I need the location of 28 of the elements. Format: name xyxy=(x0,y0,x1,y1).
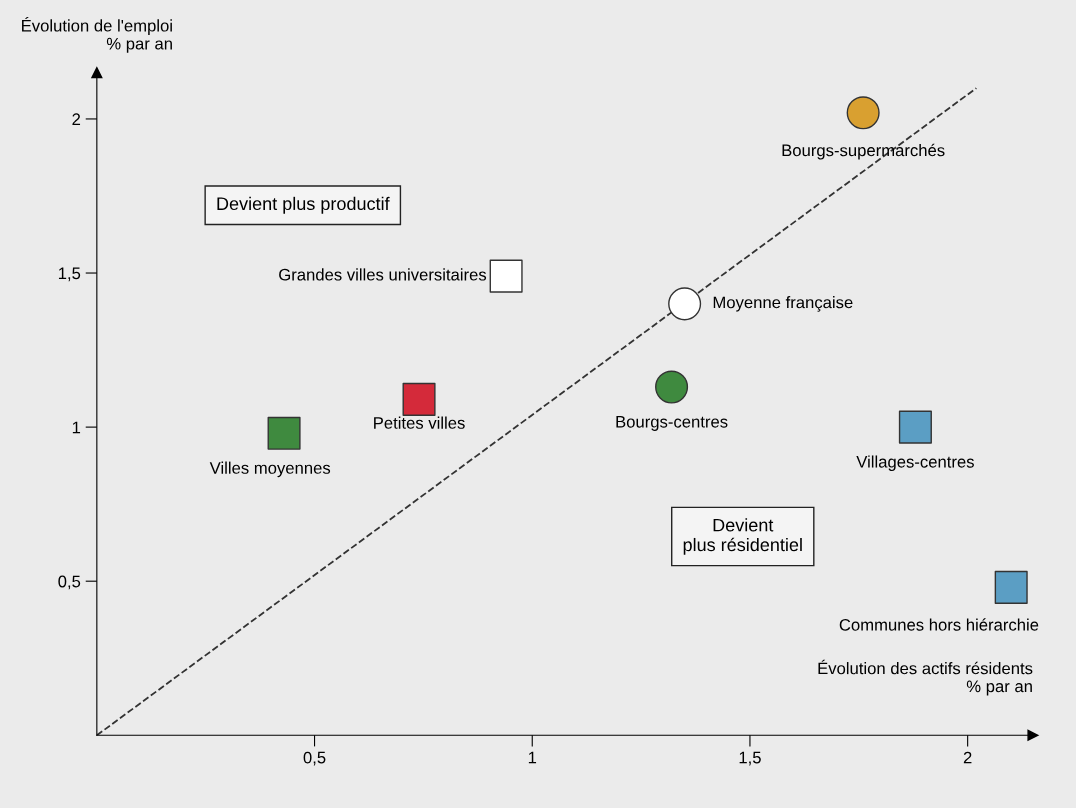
point xyxy=(846,96,880,130)
point xyxy=(668,287,702,321)
y-tick-label: 1 xyxy=(72,421,81,434)
y-tick-label: 1,5 xyxy=(58,267,81,282)
y-tick-label: 0,5 xyxy=(58,575,81,590)
x-tick-label: 2 xyxy=(963,751,972,764)
point xyxy=(898,410,932,444)
point xyxy=(267,416,301,450)
series-label: Villages-centres xyxy=(856,455,974,471)
point xyxy=(489,259,523,293)
series-label: Petites villes xyxy=(374,416,465,429)
point xyxy=(655,370,689,404)
x-tick-label: 1 xyxy=(528,751,537,764)
y-tick-label: 2 xyxy=(72,113,81,125)
x-tick-label: 1,5 xyxy=(739,751,761,766)
y-axis-title: Évolution de l'emploi % par an xyxy=(22,16,172,53)
series-label: Bourgs-centres xyxy=(616,416,728,431)
annotation: Devient plus résidentiel xyxy=(683,518,802,555)
series-label: Communes hors hiérarchie xyxy=(839,618,1039,631)
series-label: Villes moyennes xyxy=(209,461,331,478)
annotation: Devient plus productif xyxy=(217,196,390,214)
series-label: Bourgs-supermarchés xyxy=(782,143,945,160)
series-label: Moyenne française xyxy=(713,296,853,312)
series-label: Grandes villes universitaires xyxy=(279,268,487,281)
point xyxy=(994,570,1028,604)
point xyxy=(402,382,436,416)
x-axis-title: Évolution des actifs résidents % par an xyxy=(818,659,1033,696)
x-tick-label: 0,5 xyxy=(303,751,326,766)
